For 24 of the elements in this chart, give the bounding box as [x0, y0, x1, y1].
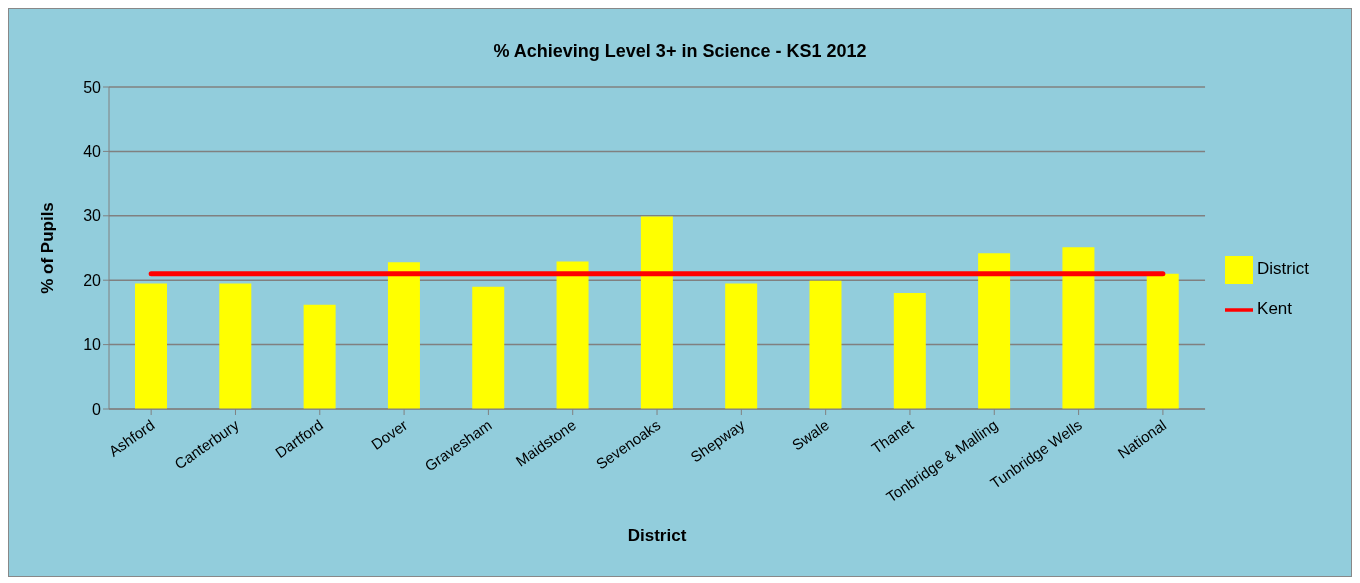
bar — [725, 283, 758, 409]
bar — [978, 253, 1011, 409]
y-axis-title: % of Pupils — [38, 202, 58, 294]
bar — [1062, 247, 1095, 409]
y-tick-label: 0 — [92, 400, 102, 418]
legend-label: Kent — [1257, 299, 1293, 318]
bar — [809, 280, 842, 409]
bar — [640, 216, 673, 409]
y-tick-label: 30 — [83, 207, 102, 225]
chart-title: % Achieving Level 3+ in Science - KS1 2012 — [492, 41, 868, 62]
bar — [472, 286, 505, 409]
bar — [387, 262, 420, 409]
bar — [1146, 273, 1179, 409]
x-axis-title: District — [627, 526, 687, 545]
y-tick-label: 40 — [83, 143, 102, 161]
bar — [556, 261, 589, 409]
bar — [893, 293, 926, 409]
bar — [219, 283, 252, 409]
y-tick-label: 20 — [83, 271, 102, 289]
legend-label: District — [1257, 259, 1309, 278]
y-tick-label: 10 — [83, 336, 102, 354]
bar — [135, 283, 167, 409]
y-tick-label: 50 — [83, 78, 102, 96]
bar — [303, 304, 336, 409]
